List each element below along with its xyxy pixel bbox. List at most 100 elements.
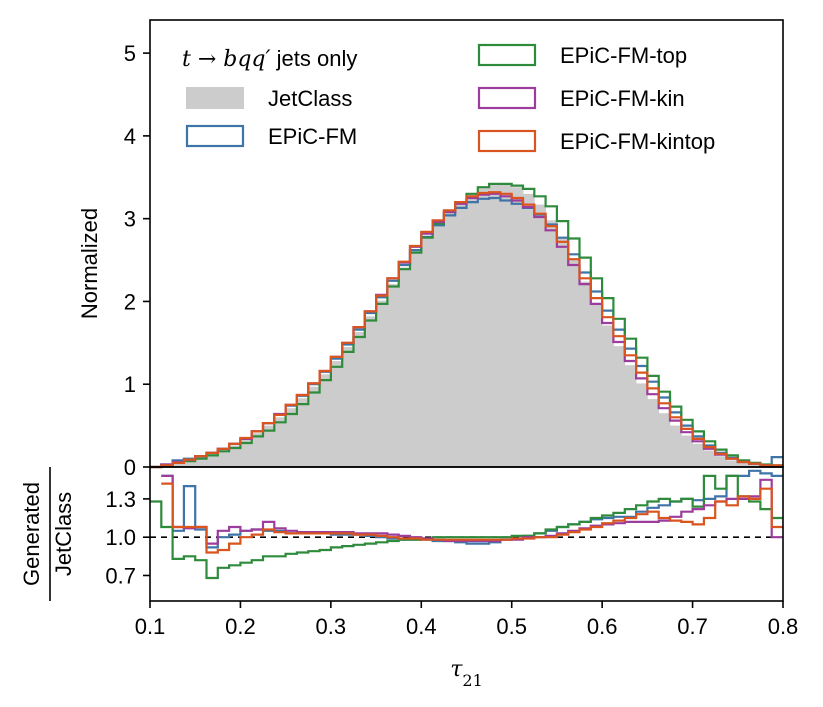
step-line-epic-fm-kintop [150, 191, 783, 469]
jetclass-bar [409, 251, 422, 467]
jetclass-bar [285, 408, 298, 467]
jetclass-bar [692, 443, 705, 467]
jetclass-bar [330, 361, 343, 467]
x-tick-label: 0.2 [225, 614, 256, 639]
legend-swatch [186, 87, 244, 109]
ratio-step-line-epic-fm-top [150, 474, 783, 580]
main-y-axis-label: Normalized [77, 208, 102, 319]
jetclass-bar [263, 425, 275, 467]
x-tick-label: 0.5 [496, 614, 527, 639]
jetclass-bar [319, 374, 332, 467]
jetclass-bar [636, 383, 648, 467]
jetclass-bar [534, 204, 547, 467]
jetclass-bar [624, 365, 637, 467]
main-y-tick-label: 0 [124, 455, 136, 480]
jetclass-bar [172, 462, 185, 467]
jetclass-bar [443, 212, 456, 467]
legend-label: EPiC-FM-top [560, 43, 687, 68]
jetclass-bar [432, 223, 445, 467]
jetclass-bar [647, 399, 660, 467]
jetclass-bar [681, 435, 693, 467]
jetclass-bar [749, 464, 761, 467]
jetclass-bar [556, 238, 569, 467]
jetclass-bar [579, 281, 592, 467]
main-y-tick-label: 5 [124, 41, 136, 66]
jetclass-bar [342, 346, 354, 467]
jetclass-bar [206, 453, 219, 467]
ratio-y-axis-label: Generated JetClass [19, 467, 76, 601]
jetclass-bar [703, 450, 716, 467]
jetclass-bar [726, 460, 739, 467]
legend-swatch [477, 129, 537, 153]
legend-entry-jetclass: JetClass [186, 86, 352, 111]
ratio-y-label-denominator: JetClass [51, 492, 76, 576]
x-axis-label: τ21 [450, 657, 483, 690]
jetclass-bar [195, 457, 207, 467]
x-tick-label: 0.6 [587, 614, 618, 639]
ratio-y-tick-label: 1.3 [105, 487, 136, 512]
ratio-step-line-epic-fm-kintop [161, 482, 783, 554]
jetclass-bar [364, 316, 377, 467]
jetclass-bar [568, 260, 580, 467]
legend-entry-epic-fm-kintop: EPiC-FM-kintop [477, 129, 715, 154]
main-y-ticks: 0 1 2 3 4 5 [124, 41, 150, 480]
jetclass-bar [500, 183, 513, 467]
jetclass-bar [376, 300, 388, 467]
main-y-tick-label: 4 [124, 124, 136, 149]
main-step-histograms [150, 182, 783, 469]
ratio-step-line-epic-fm [161, 469, 783, 549]
jetclass-bar [466, 193, 479, 468]
ratio-panel: 0.7 1.0 1.3 0.1 0.2 0.3 0.4 0.5 0.6 0.7 0.8 Gener… [19, 466, 799, 690]
main-panel: 0 1 2 3 4 5 Normalized t → bqq′ jets only Jet… [77, 19, 784, 480]
jetclass-bar [590, 303, 603, 467]
ratio-y-tick-label: 0.7 [105, 563, 136, 588]
legend-entry-epic-fm: EPiC-FM [185, 124, 357, 149]
jetclass-bar [455, 202, 467, 467]
main-y-tick-label: 1 [124, 372, 136, 397]
jetclass-bar [477, 188, 490, 468]
jetclass-filled-histogram [161, 183, 784, 468]
jetclass-bar [296, 398, 309, 467]
legend-entry-epic-fm-top: EPiC-FM-top [477, 43, 687, 68]
legend-entry-epic-fm-kin: EPiC-FM-kin [477, 86, 685, 111]
jetclass-bar [421, 236, 433, 467]
jetclass-bar [669, 425, 682, 467]
jetclass-bar [715, 456, 727, 467]
legend-annotation: t → bqq′ jets only [182, 46, 357, 72]
jetclass-bar [658, 413, 671, 467]
jetclass-bar [229, 445, 241, 467]
jetclass-bar [737, 462, 750, 467]
ratio-x-ticks: 0.1 0.2 0.3 0.4 0.5 0.6 0.7 0.8 [135, 467, 799, 639]
jetclass-bar [251, 433, 264, 467]
ratio-y-label-numerator: Generated [19, 482, 44, 586]
ratio-y-ticks: 0.7 1.0 1.3 [105, 487, 150, 588]
legend-swatch [477, 43, 537, 67]
jetclass-bar [387, 284, 400, 467]
jetclass-bar [613, 346, 626, 467]
jetclass-bar [353, 332, 366, 467]
legend-label: EPiC-FM [268, 124, 357, 149]
jetclass-bar [511, 187, 524, 467]
ratio-plot-frame [149, 466, 784, 602]
x-tick-label: 0.8 [768, 614, 799, 639]
jetclass-bar [398, 267, 411, 467]
jetclass-bar [602, 325, 614, 467]
jetclass-bar [183, 460, 196, 467]
legend: t → bqq′ jets only JetClass EPiC-FM EPiC-F… [182, 43, 715, 154]
main-y-tick-label: 2 [124, 289, 136, 314]
ratio-step-line-epic-fm-kin [161, 474, 783, 545]
main-y-tick-label: 3 [124, 207, 136, 232]
ratio-y-tick-label: 1.0 [105, 525, 136, 550]
legend-label: EPiC-FM-kintop [560, 129, 715, 154]
jetclass-bar [489, 184, 501, 467]
x-tick-label: 0.4 [406, 614, 437, 639]
legend-swatch [477, 86, 537, 110]
ratio-step-histograms [150, 469, 783, 580]
jetclass-bar [217, 449, 230, 467]
x-tick-label: 0.7 [677, 614, 708, 639]
x-tick-label: 0.3 [316, 614, 347, 639]
legend-swatch [185, 124, 245, 148]
x-tick-label: 0.1 [135, 614, 166, 639]
legend-label: JetClass [268, 86, 352, 111]
